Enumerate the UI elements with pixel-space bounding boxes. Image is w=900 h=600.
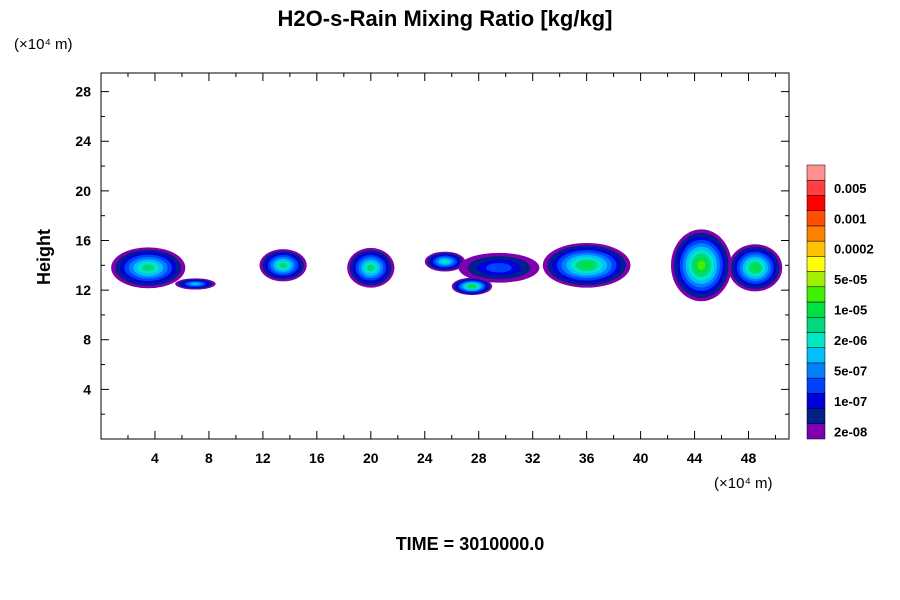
colorbar-swatch-9 [806, 286, 826, 303]
colorbar-label-5: 5e-05 [834, 272, 867, 287]
y-tick-label-0: 4 [83, 381, 91, 397]
colorbar-swatch-13 [806, 225, 826, 242]
cloud-8-level-8 [468, 285, 475, 288]
y-tick-label-1: 8 [83, 332, 91, 348]
cloud-1-level-7 [279, 262, 288, 268]
y-tick-label-3: 16 [75, 232, 91, 248]
colorbar-label-7: 0.001 [834, 211, 867, 226]
cloud-4-level-3 [486, 263, 512, 273]
cloud-3-level-6 [441, 259, 449, 264]
colorbar-swatch-4 [806, 362, 826, 379]
colorbar-swatch-2 [806, 393, 826, 409]
colorbar-swatch-6 [806, 332, 826, 348]
colorbar-swatch-17 [806, 164, 826, 181]
y-axis-label: Height [34, 229, 54, 285]
colorbar-label-1: 1e-07 [834, 394, 867, 409]
y-axis-unit: (×10⁴ m) [14, 36, 73, 53]
y-tick-label-5: 24 [75, 133, 91, 149]
colorbar-swatch-16 [806, 179, 826, 196]
cloud-cell-1 [259, 249, 307, 282]
colorbar-swatch-15 [806, 195, 826, 211]
cloud-cell-0 [111, 247, 186, 289]
chart-title: H2O-s-Rain Mixing Ratio [kg/kg] [278, 6, 613, 31]
cloud-cell-5 [542, 242, 631, 288]
colorbar-swatch-14 [806, 210, 826, 227]
colorbar-swatch-0 [806, 423, 826, 440]
cloud-5-level-8 [580, 261, 594, 269]
cloud-9-level-5 [191, 282, 200, 286]
y-tick-label-6: 28 [75, 84, 91, 100]
cloud-0-level-7 [142, 264, 155, 272]
x-tick-label-9: 40 [633, 450, 649, 466]
x-tick-label-8: 36 [579, 450, 595, 466]
x-tick-label-5: 24 [417, 450, 433, 466]
x-tick-label-1: 8 [205, 450, 213, 466]
x-axis: 4 8 12 16 20 24 28 32 36 40 44 48 [127, 73, 777, 466]
x-axis-unit: (×10⁴ m) [714, 475, 773, 492]
plot-frame [100, 72, 790, 440]
cloud-cell-6 [670, 229, 732, 302]
cloud-cell-8 [451, 277, 493, 296]
cloud-cell-4 [458, 252, 540, 283]
colorbar-swatch-7 [806, 316, 826, 333]
colorbar-label-0: 2e-08 [834, 424, 867, 439]
x-tick-label-2: 12 [255, 450, 271, 466]
colorbar-label-2: 5e-07 [834, 364, 867, 379]
cloud-cell-7 [728, 244, 783, 292]
x-tick-label-10: 44 [687, 450, 703, 466]
colorbar-swatch-11 [806, 256, 826, 272]
cloud-7-level-8 [751, 264, 760, 272]
x-tick-label-4: 20 [363, 450, 379, 466]
colorbar-swatch-12 [806, 240, 826, 257]
colorbar-label-3: 2e-06 [834, 333, 867, 348]
y-tick-label-4: 20 [75, 183, 91, 199]
x-tick-label-3: 16 [309, 450, 325, 466]
x-tick-label-11: 48 [741, 450, 757, 466]
colorbar-label-8: 0.005 [834, 181, 867, 196]
colorbar-label-6: 0.0002 [834, 242, 874, 257]
colorbar: 2e-08 1e-07 5e-07 2e-06 1e-05 5e-05 0.0002 0.00… [806, 164, 874, 440]
cloud-2-level-7 [366, 264, 375, 272]
colorbar-swatch-10 [806, 271, 826, 288]
cloud-cell-2 [347, 247, 395, 288]
y-axis: 4 8 12 16 20 24 28 [75, 84, 789, 415]
x-tick-label-6: 28 [471, 450, 487, 466]
x-tick-label-0: 4 [151, 450, 159, 466]
colorbar-swatch-5 [806, 347, 826, 364]
cloud-cell-9 [175, 278, 216, 290]
colorbar-label-4: 1e-05 [834, 303, 867, 318]
y-tick-label-2: 12 [75, 282, 91, 298]
cloud-cell-3 [424, 251, 466, 272]
colorbar-swatch-1 [806, 408, 826, 425]
time-label: TIME = 3010000.0 [396, 534, 545, 554]
colorbar-swatch-3 [806, 377, 826, 394]
x-tick-label-7: 32 [525, 450, 541, 466]
rain-field [111, 229, 783, 302]
colorbar-swatch-8 [806, 301, 826, 318]
cloud-6-level-9 [697, 260, 706, 271]
